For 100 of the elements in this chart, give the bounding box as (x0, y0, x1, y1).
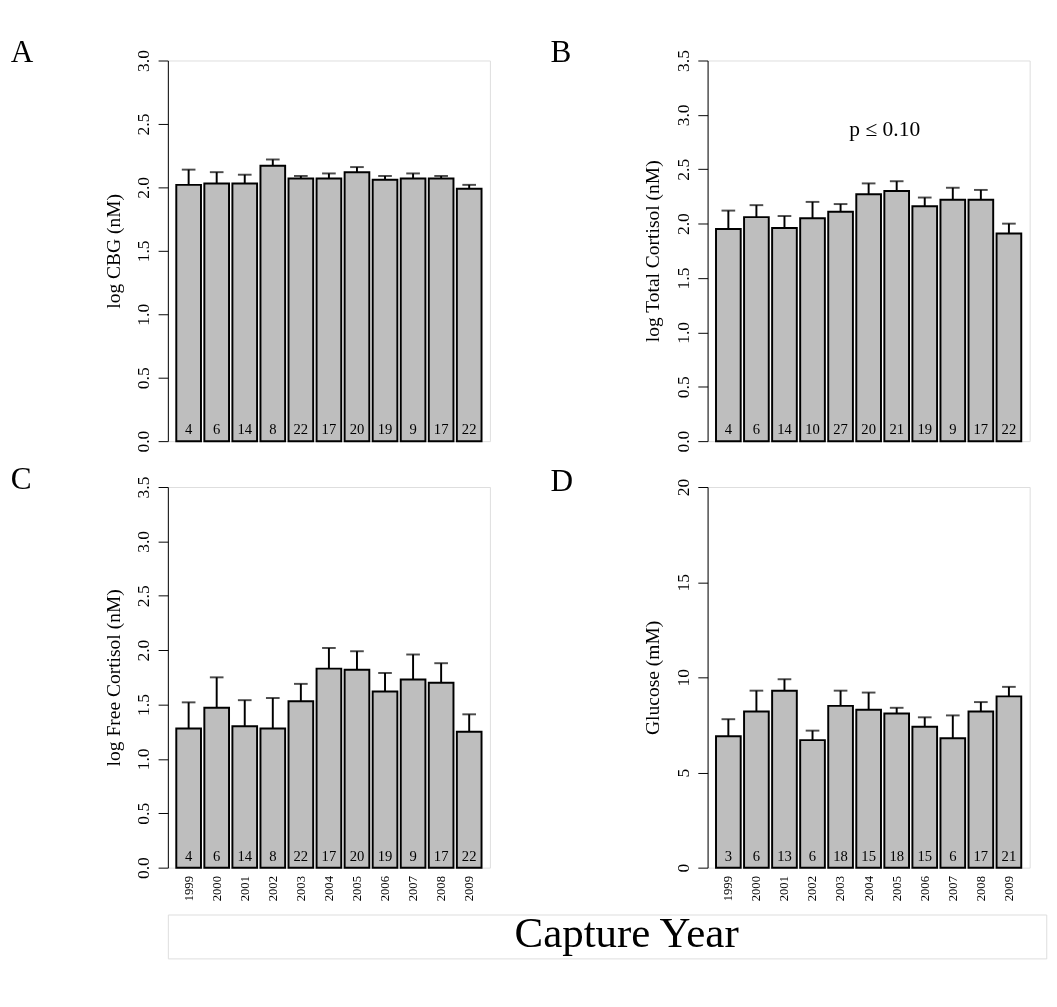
annotation: 6 (752, 421, 761, 438)
x-tick-label: 2003 (293, 875, 308, 902)
annotation: 15 (917, 847, 933, 864)
x-tick-label: 1999 (721, 875, 736, 902)
annotation: 13 (777, 847, 792, 864)
annotation: 17 (321, 421, 337, 438)
annotation: 17 (433, 421, 449, 438)
annotation: 22 (461, 847, 477, 864)
y-tick-label: 2.5 (132, 585, 153, 608)
annotation: 6 (752, 847, 761, 864)
annotation: 17 (973, 847, 989, 864)
annotation: 21 (889, 421, 904, 438)
annotation: 20 (861, 421, 876, 438)
y-tick-label: 3.5 (132, 476, 153, 499)
annotation: 20 (349, 847, 365, 864)
x-tick-label: 2009 (462, 875, 477, 902)
x-tick-label: 2001 (237, 875, 252, 902)
x-tick-label: 2007 (405, 875, 420, 902)
annotation: 17 (321, 847, 337, 864)
x-tick-label: 2005 (889, 875, 904, 902)
annotation: 8 (269, 421, 277, 438)
x-tick-label: 2008 (973, 875, 988, 902)
x-tick-label: 2002 (805, 875, 820, 902)
y-tick-label: 10 (672, 668, 693, 687)
y-tick-label: 15 (672, 573, 693, 592)
y-tick-label: 2.0 (672, 212, 693, 236)
x-tick-label: 2000 (749, 875, 764, 902)
y-tick-label: 0.5 (672, 376, 693, 399)
chart-title: C (10, 460, 32, 496)
y-axis-title: Glucose (mM) (642, 620, 665, 735)
x-tick-label: 2006 (917, 875, 932, 902)
y-tick-label: 3.5 (672, 49, 693, 72)
y-tick-label: 0.5 (132, 802, 153, 825)
annotation: 20 (349, 421, 365, 438)
annotation: 22 (461, 421, 477, 438)
x-tick-label: 2005 (349, 875, 364, 902)
annotation: 9 (949, 421, 957, 438)
chart-title: B (550, 34, 572, 70)
annotation: 15 (861, 847, 876, 864)
x-axis-title: Capture Year (514, 908, 739, 956)
annotation: 22 (293, 847, 309, 864)
annotation: 6 (949, 847, 957, 864)
y-axis-title: log Free Cortisol (nM) (102, 589, 125, 767)
annotation: 8 (269, 847, 277, 864)
y-tick-label: 2.0 (132, 176, 153, 199)
x-tick-label: 2004 (861, 875, 876, 902)
bar (427, 177, 455, 443)
y-tick-label: 0.0 (672, 430, 693, 453)
annotation: 6 (213, 847, 221, 864)
y-tick-label: 0 (672, 863, 693, 873)
annotation: 22 (293, 421, 309, 438)
annotation: 18 (889, 847, 904, 864)
y-tick-label: 0.0 (132, 430, 153, 453)
annotation: 6 (808, 847, 817, 864)
annotation: 6 (213, 421, 221, 438)
y-tick-label: 3.0 (672, 104, 693, 127)
x-tick-label: 2003 (833, 875, 848, 902)
y-axis-title: log CBG (nM) (102, 193, 125, 309)
x-tick-label: 2009 (1001, 875, 1016, 902)
x-tick-label: 2006 (377, 875, 392, 902)
annotation: 10 (805, 421, 820, 438)
y-tick-label: 5 (672, 768, 693, 778)
y-tick-label: 1.5 (672, 267, 693, 290)
annotation: 19 (377, 847, 393, 864)
annotation: 27 (833, 421, 848, 438)
x-tick-label: 2008 (434, 875, 449, 902)
y-tick-label: 1.5 (132, 693, 153, 716)
x-tick-label: 2007 (945, 875, 960, 902)
annotation: 4 (184, 847, 193, 864)
annotation: 14 (777, 421, 793, 438)
annotation: 14 (237, 847, 253, 864)
annotation: 18 (833, 847, 848, 864)
bar (287, 177, 315, 443)
y-tick-label: 1.0 (132, 303, 153, 326)
x-tick-label: 2000 (209, 875, 224, 902)
annotation: 17 (973, 421, 989, 438)
y-tick-label: 20 (672, 478, 693, 497)
y-tick-label: 3.0 (132, 49, 153, 72)
y-tick-label: 2.5 (132, 113, 153, 136)
y-tick-label: 2.0 (132, 639, 153, 662)
annotation: 9 (409, 847, 417, 864)
y-tick-label: 1.0 (132, 748, 153, 771)
x-tick-label: 2004 (321, 875, 336, 902)
y-axis-title: log Total Cortisol (nM) (642, 160, 665, 343)
y-tick-label: 0.5 (132, 367, 153, 390)
y-tick-label: 1.5 (132, 240, 153, 263)
annotation: 19 (917, 421, 933, 438)
annotation: 4 (724, 421, 733, 438)
annotation: 3 (724, 847, 733, 864)
annotation: 21 (1001, 847, 1017, 864)
y-tick-label: 0.0 (132, 856, 153, 880)
y-tick-label: 1.0 (672, 321, 693, 344)
chart-title: A (10, 34, 34, 70)
annotation: 9 (409, 421, 417, 438)
y-tick-label: 3.0 (132, 530, 153, 553)
x-tick-label: 2001 (777, 875, 792, 902)
x-tick-label: 2002 (265, 875, 280, 902)
y-tick-label: 2.5 (672, 158, 693, 181)
annotation: p ≤ 0.10 (849, 116, 921, 141)
annotation: 14 (237, 421, 253, 438)
